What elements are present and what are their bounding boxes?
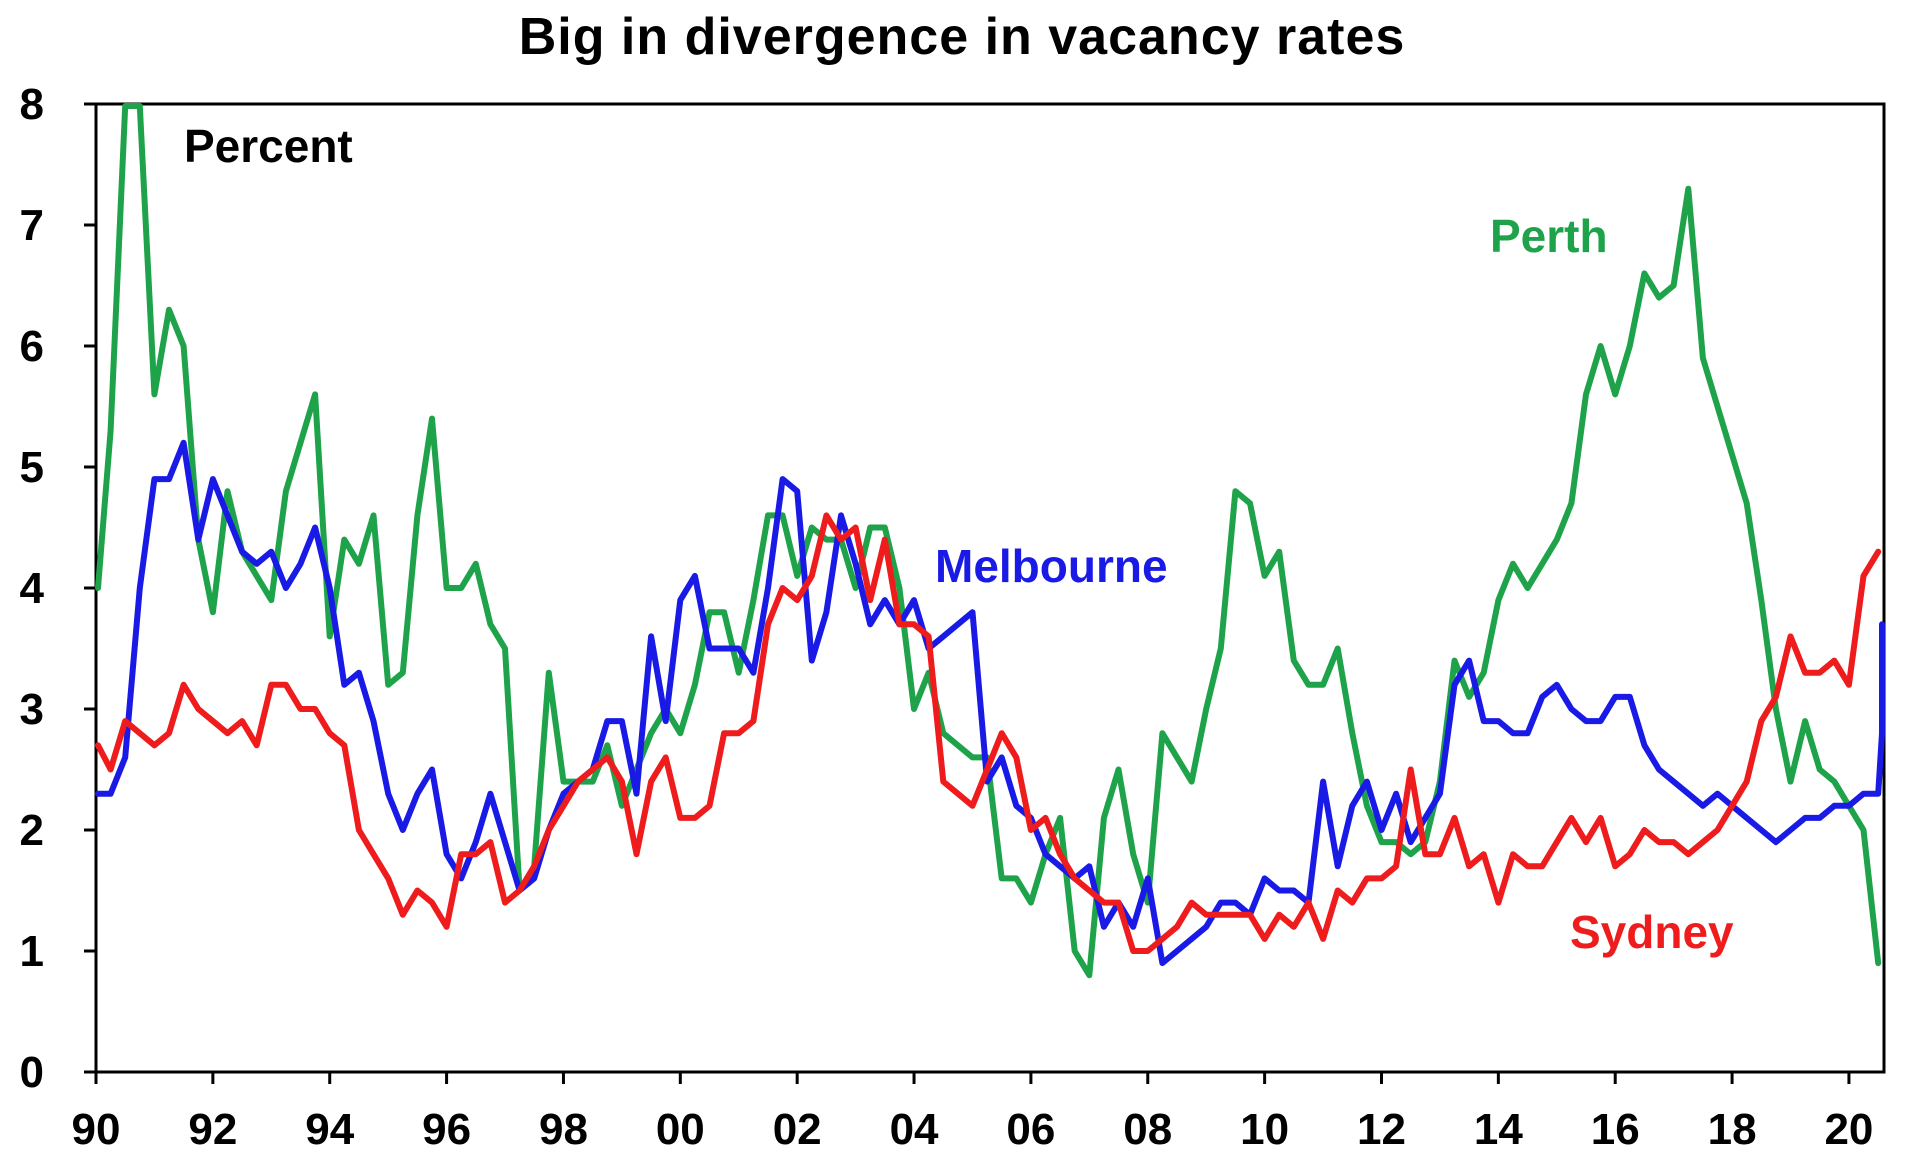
series-line-melbourne	[95, 439, 1885, 967]
x-axis: 90 92 94 96 98 00 02 04 06 08 10 12 14 16 18 20	[72, 1072, 1873, 1154]
series-line-sydney	[95, 512, 1882, 954]
x-tick-label: 92	[188, 1105, 237, 1154]
x-tick-label: 18	[1708, 1105, 1757, 1154]
x-tick-label: 94	[305, 1105, 354, 1154]
x-tick-label: 14	[1474, 1105, 1523, 1154]
x-tick-label: 04	[890, 1105, 939, 1154]
x-tick-label: 00	[656, 1105, 705, 1154]
y-axis: 0 1 2 3 4 5 6 7 8	[20, 80, 96, 1097]
series-lines	[95, 103, 1885, 979]
x-tick-label: 98	[539, 1105, 588, 1154]
series-label-melbourne: Melbourne	[935, 540, 1168, 592]
y-tick-label: 0	[20, 1048, 44, 1097]
y-tick-label: 8	[20, 80, 44, 129]
unit-label: Percent	[184, 120, 353, 172]
x-tick-label: 12	[1357, 1105, 1406, 1154]
plot-area-frame	[94, 102, 1886, 1074]
x-tick-label: 06	[1006, 1105, 1055, 1154]
y-tick-label: 1	[20, 927, 44, 976]
x-tick-label: 08	[1123, 1105, 1172, 1154]
x-tick-label: 10	[1240, 1105, 1289, 1154]
y-tick-label: 6	[20, 322, 44, 371]
x-tick-label: 02	[773, 1105, 822, 1154]
y-tick-label: 2	[20, 806, 44, 855]
x-tick-label: 20	[1824, 1105, 1873, 1154]
chart-title: Big in divergence in vacancy rates	[519, 8, 1406, 66]
y-tick-label: 4	[20, 564, 45, 613]
x-tick-label: 96	[422, 1105, 471, 1154]
y-tick-label: 7	[20, 201, 44, 250]
series-label-sydney: Sydney	[1570, 906, 1734, 958]
x-tick-label: 90	[72, 1105, 121, 1154]
x-tick-label: 16	[1591, 1105, 1640, 1154]
y-tick-label: 5	[20, 443, 44, 492]
y-tick-label: 3	[20, 685, 44, 734]
series-label-perth: Perth	[1490, 210, 1608, 262]
